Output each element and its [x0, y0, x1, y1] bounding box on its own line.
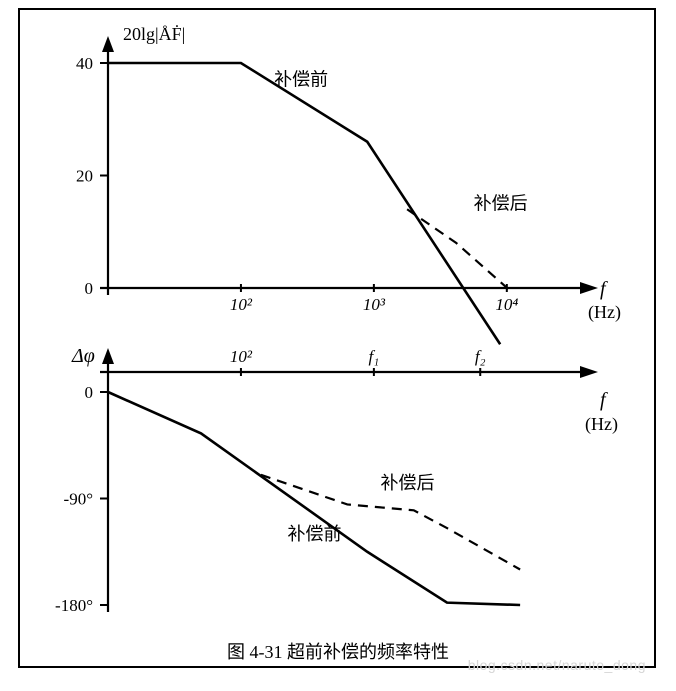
- figure-caption: 图 4-31 超前补偿的频率特性: [227, 642, 449, 662]
- top-series-before: [108, 63, 500, 344]
- svg-text:40: 40: [76, 54, 93, 73]
- bottom-chart: 0 -90° -180° 10² f₁ f₂ Δφ f (Hz) 补偿前 补偿后: [55, 345, 618, 615]
- top-y-axis-label: 20lg|ÅḞ|: [123, 24, 185, 44]
- bot-y-axis-label: Δφ: [71, 345, 95, 367]
- top-x-arrow: [580, 282, 598, 294]
- svg-text:10⁴: 10⁴: [495, 295, 518, 314]
- svg-text:10³: 10³: [363, 295, 386, 314]
- svg-text:10²: 10²: [230, 295, 253, 314]
- bot-y-ticks: 0 -90° -180°: [55, 383, 108, 615]
- bot-y-arrow: [102, 348, 114, 364]
- top-x-axis-label: f: [600, 278, 608, 300]
- bot-label-before: 补偿前: [287, 524, 341, 544]
- svg-text:0: 0: [85, 383, 94, 402]
- top-label-before: 补偿前: [274, 70, 328, 90]
- chart-canvas: 40200 10²10³10⁴ 20lg|ÅḞ| f (Hz) 补偿前 补偿后 …: [0, 0, 676, 691]
- bot-label-after: 补偿后: [381, 473, 435, 493]
- svg-text:0: 0: [85, 279, 94, 298]
- bot-x-axis-label: f: [600, 389, 608, 411]
- top-label-after: 补偿后: [474, 193, 528, 213]
- bot-series-before: [108, 392, 520, 605]
- bot-x-unit: (Hz): [585, 414, 618, 435]
- bot-x-arrow: [580, 366, 598, 378]
- top-x-unit: (Hz): [588, 302, 621, 323]
- top-y-ticks: 40 20 0: [76, 54, 108, 298]
- svg-text:-180°: -180°: [55, 596, 93, 615]
- watermark: blog.csdn.net/naruto_dong: [468, 657, 646, 673]
- svg-text:10²: 10²: [230, 347, 253, 366]
- svg-text:20: 20: [76, 167, 93, 186]
- svg-text:f₁: f₁: [369, 347, 380, 366]
- top-y-arrow: [102, 36, 114, 52]
- top-chart: 40 20 0 10² 10³ 10⁴ 20lg|ÅḞ| f (Hz) 补偿前 补偿后: [76, 24, 621, 344]
- top-series-after: [407, 209, 513, 293]
- svg-text:-90°: -90°: [64, 490, 93, 509]
- svg-text:f₂: f₂: [475, 347, 486, 366]
